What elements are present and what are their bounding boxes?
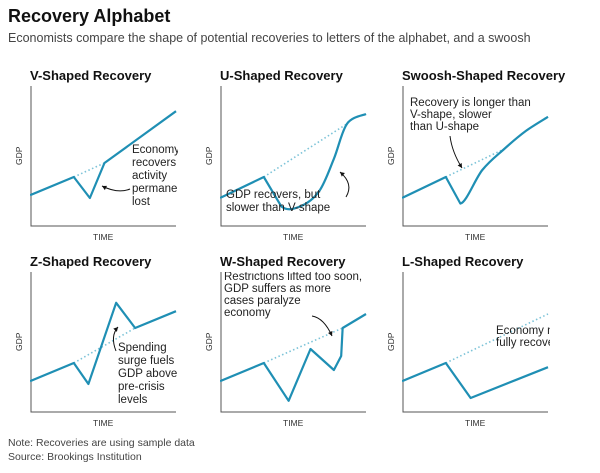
arrowhead-icon [113,327,118,332]
annotation-text: Recovery is longer than V-shape, slower th… [410,97,531,133]
trend-line [445,148,505,178]
gdp-series-line [30,110,177,200]
x-axis-label: TIME [283,418,304,428]
chart-axes [30,86,176,227]
gdp-series-line [30,301,177,386]
arrowhead-icon [457,163,462,168]
trend-line [73,162,105,178]
y-axis-label: GDP [386,146,396,165]
y-axis-label: GDP [14,146,24,165]
panel-title: U-Shaped Recovery [220,68,343,83]
annotation-text: Economy neverfully recovers [496,325,550,349]
chart-axes [220,86,366,227]
line-chart: GDP recovers, but slower than V-shape [220,86,367,227]
x-axis-label: TIME [283,232,304,242]
line-chart: Economy neverfully recovers [402,272,550,413]
panel-title: W-Shaped Recovery [220,254,346,269]
line-chart: Restrictions lifted too soon, GDP suffers… [220,272,367,413]
x-axis-label: TIME [465,418,486,428]
panel-w-shaped: W-Shaped Recovery Restrictions lifted too… [204,254,400,429]
panel-z-shaped: Z-Shaped Recovery Spending surge fuels GDP … [14,254,210,429]
y-axis-label: GDP [14,332,24,351]
chart-axes [402,272,548,413]
annotation-arrow [339,171,350,198]
panel-title: L-Shaped Recovery [402,254,524,269]
panel-swoosh-shaped: Swoosh-Shaped Recovery Recovery is longer… [386,68,582,243]
annotation-text: Restrictions lifted too soon, GDP suffers… [224,272,362,319]
gdp-series-line [220,112,367,211]
panel-title: Swoosh-Shaped Recovery [402,68,566,83]
gdp-series-line [402,361,549,400]
panel-title: Z-Shaped Recovery [30,254,152,269]
chart-axes [30,272,176,413]
y-axis-label: GDP [386,332,396,351]
chart-title: Recovery Alphabet [8,6,171,26]
panel-u-shaped: U-Shaped Recovery GDP recovers, but slower… [204,68,400,243]
chart-axes [220,272,366,413]
line-chart: Spending surge fuels GDP above pre-crisis le… [30,272,177,413]
source-note: Source: Brookings Institution [8,451,142,463]
chart-axes [402,86,548,227]
arrowhead-icon [102,185,107,191]
panel-title: V-Shaped Recovery [30,68,152,83]
trend-line [263,123,348,178]
gdp-series-line [402,115,549,205]
x-axis-label: TIME [465,232,486,242]
x-axis-label: TIME [93,418,114,428]
annotation-text: GDP recovers, but slower than V-shape [226,189,330,214]
line-chart: Recovery is longer than V-shape, slower th… [402,86,549,227]
footnote: Note: Recoveries are using sample data [8,437,195,449]
arrowhead-icon [328,331,333,336]
gdp-series-line [220,313,367,402]
annotation-text: Spending surge fuels GDP above pre-crisis le… [118,342,177,406]
chart-subtitle: Economists compare the shape of potentia… [8,31,531,45]
y-axis-label: GDP [204,146,214,165]
y-axis-label: GDP [204,332,214,351]
panel-l-shaped: L-Shaped Recovery Economy neverfully reco… [386,254,582,429]
annotation-arrow [449,135,463,169]
trend-line [445,313,549,364]
x-axis-label: TIME [93,232,114,242]
arrowhead-icon [340,172,345,177]
